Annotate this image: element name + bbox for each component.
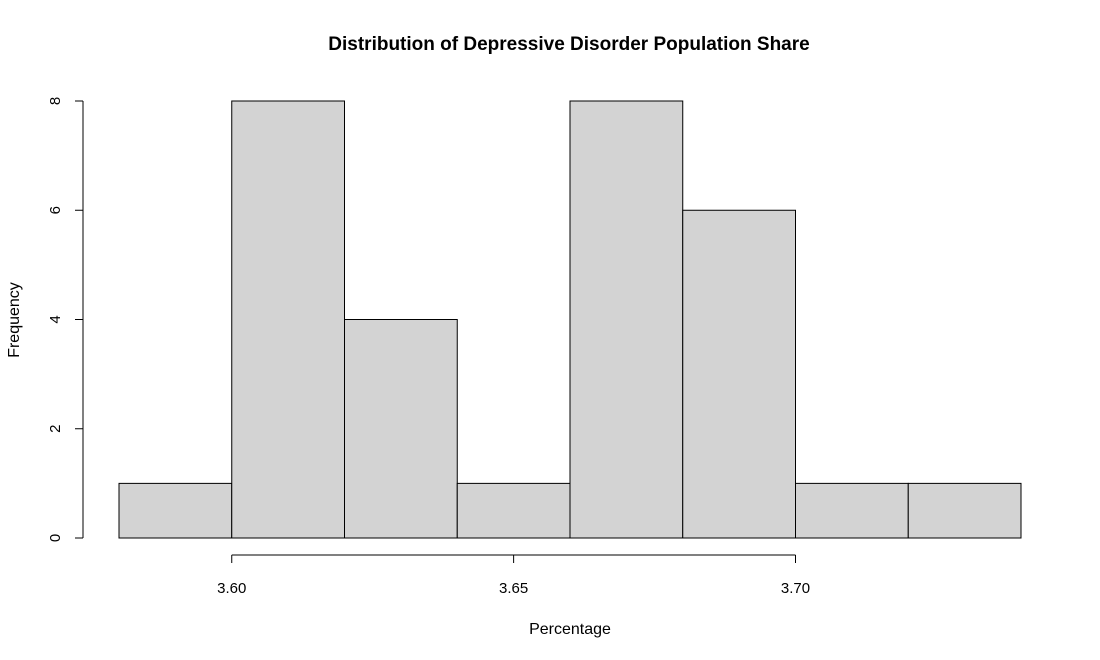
x-tick-label: 3.60 [217, 580, 246, 597]
bars-group [118, 100, 1022, 539]
x-tick-label: 3.65 [499, 580, 528, 597]
y-tick-label: 8 [47, 97, 64, 105]
y-tick-label: 6 [47, 206, 64, 214]
histogram-bar [682, 209, 796, 539]
x-axis-label: Percentage [529, 621, 611, 638]
histogram-bar [907, 482, 1022, 539]
histogram-bar [231, 100, 345, 539]
histogram-bar [795, 482, 909, 539]
y-axis: 0 2 4 6 8 [47, 97, 84, 542]
histogram-bar [344, 319, 458, 539]
histogram-bar [569, 100, 684, 539]
y-tick-label: 0 [47, 534, 64, 542]
x-tick-label: 3.70 [781, 580, 810, 597]
x-axis: 3.60 3.65 3.70 [217, 554, 810, 597]
y-axis-label: Frequency [6, 282, 23, 358]
histogram-bar [456, 482, 571, 539]
histogram-bar [118, 482, 233, 539]
y-tick-label: 4 [47, 315, 64, 323]
chart-title: Distribution of Depressive Disorder Popu… [328, 34, 809, 55]
y-tick-label: 2 [47, 425, 64, 433]
